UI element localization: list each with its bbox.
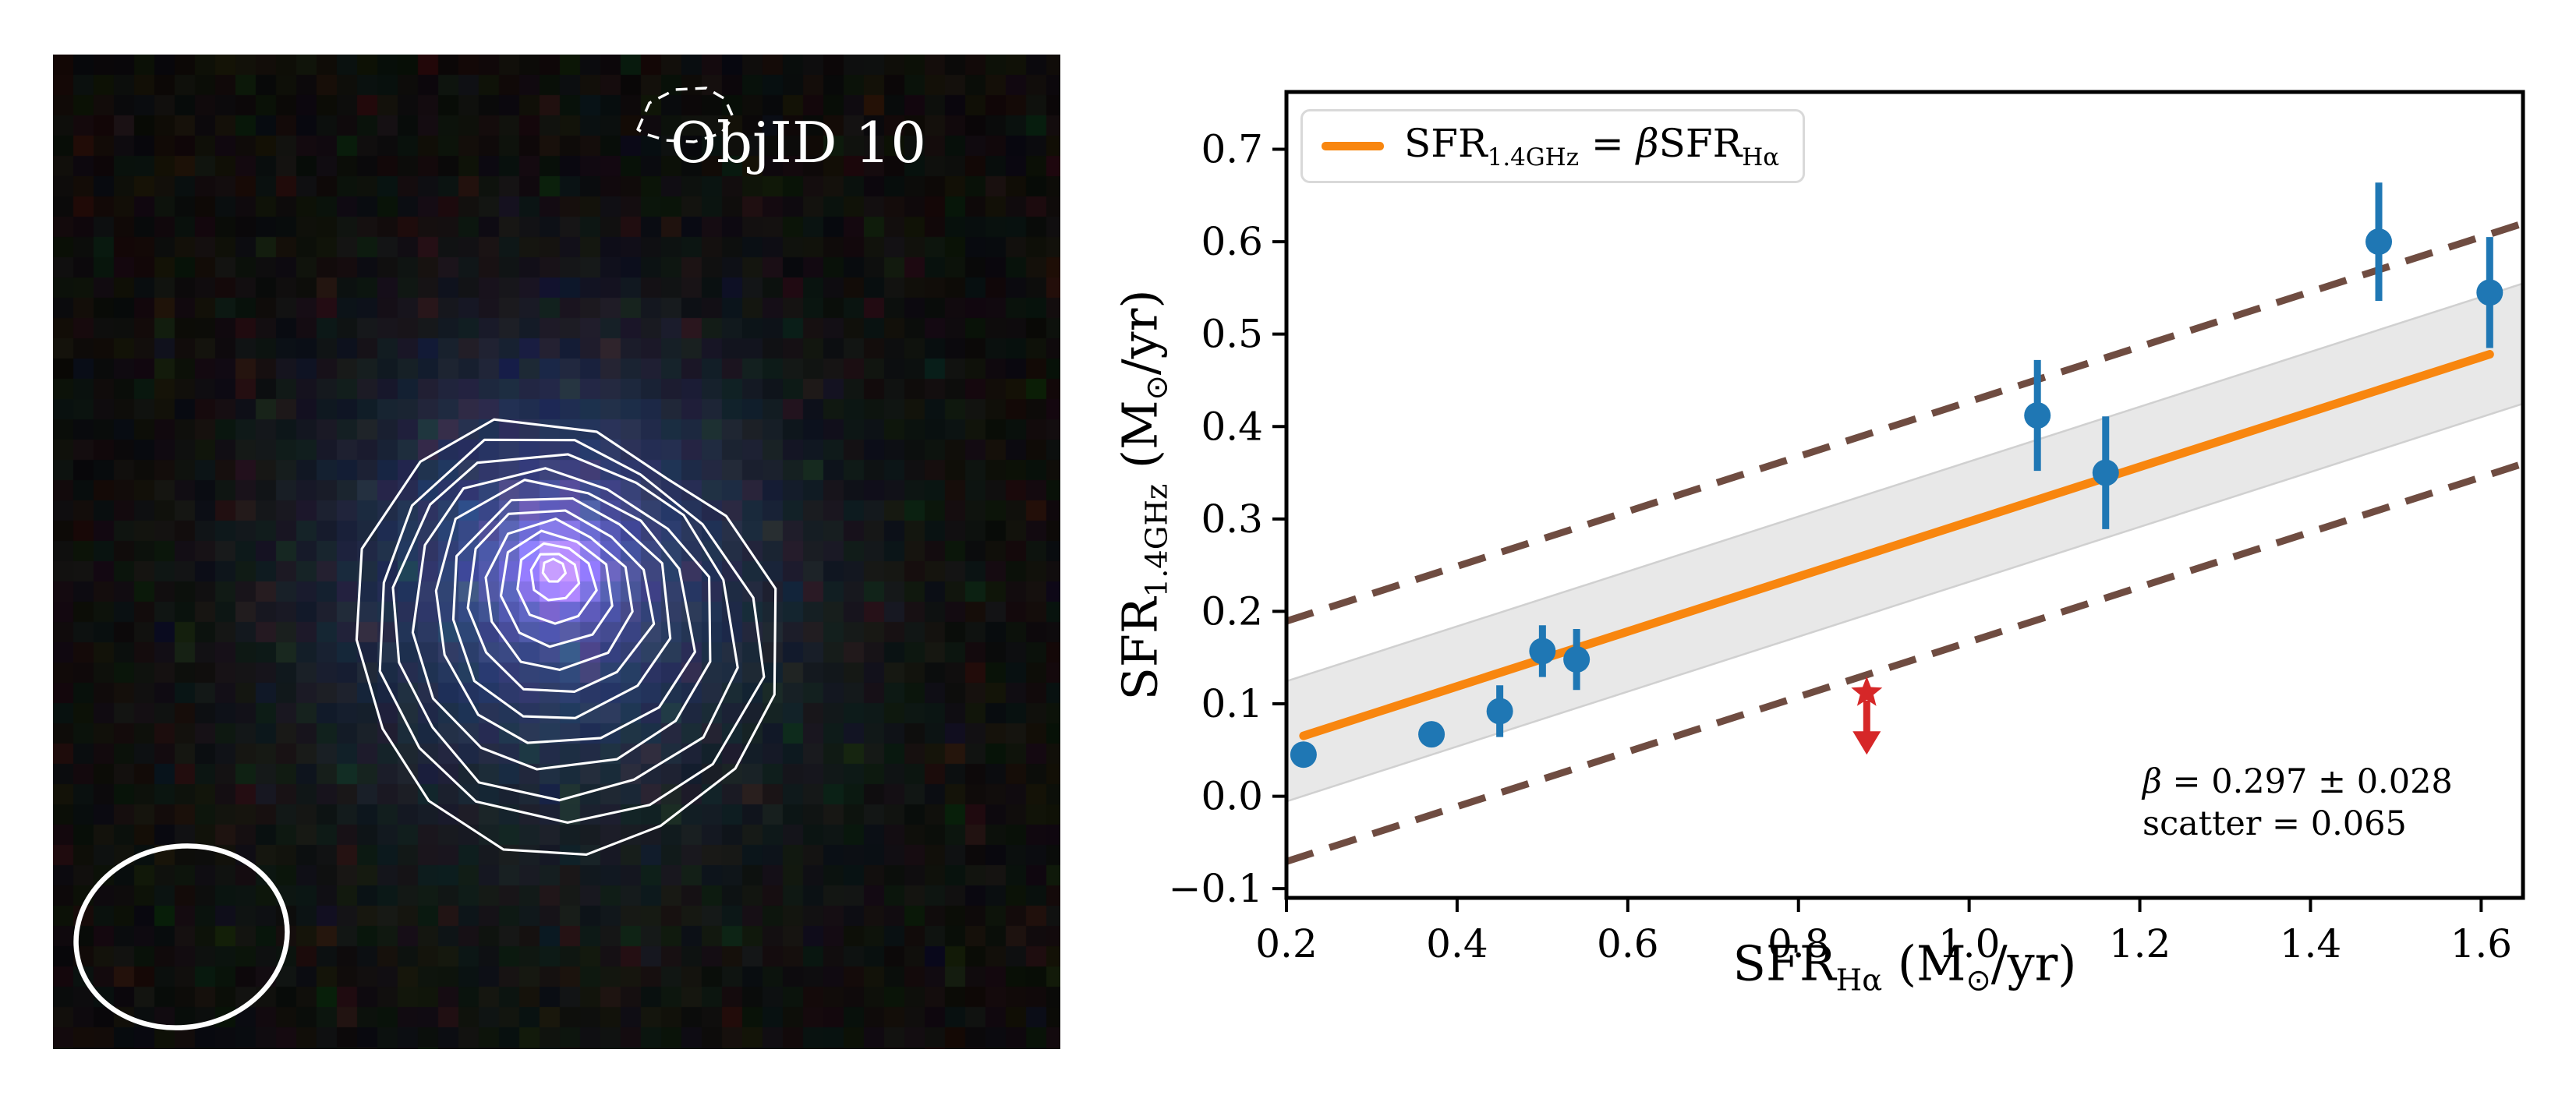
radio-contour-level — [451, 497, 672, 719]
y-tick-label: 0.3 — [1201, 496, 1263, 542]
radio-contour-level — [499, 529, 614, 648]
data-point — [2092, 459, 2119, 486]
scatter-band-upper-edge — [1286, 282, 2523, 683]
data-point — [2024, 402, 2051, 429]
chart-svg: 0.2 0.4 0.6 0.8 1.0 1.2 1.4 1.6 −0.1 0.0 0.1 0.2 0.3… — [1169, 90, 2525, 966]
outlier-bound-lower — [1286, 460, 2523, 865]
x-tick-label: 0.6 — [1597, 921, 1659, 966]
radio-contour-level — [516, 542, 598, 625]
scatter-annotation-line: scatter = 0.065 — [2143, 804, 2407, 844]
y-tick-label: 0.4 — [1201, 404, 1263, 449]
radio-contour-level — [434, 479, 696, 744]
radio-contour-level — [541, 557, 567, 583]
outlier-bound-upper — [1286, 220, 2523, 625]
data-point — [1290, 741, 1317, 768]
radio-contour-level — [355, 418, 777, 856]
x-tick-label: 1.0 — [1938, 921, 2001, 966]
galaxy-image-panel: ObjID 10 — [53, 55, 1060, 1049]
fit-annotation: β = 0.297 ± 0.028 scatter = 0.065 — [2143, 761, 2453, 845]
beam-ellipse-icon — [73, 843, 290, 1030]
radio-contour-level — [484, 518, 634, 671]
legend-label: SFR1.4GHz = βSFRHα — [1404, 121, 1780, 171]
object-id-label: ObjID 10 — [670, 110, 927, 175]
contour-overlay — [73, 87, 777, 1030]
y-tick-label: 0.2 — [1201, 588, 1263, 634]
radio-contour-level — [466, 509, 656, 693]
data-point — [1529, 638, 1556, 665]
y-tick-label: 0.7 — [1201, 127, 1263, 172]
y-tick-label: −0.1 — [1169, 866, 1263, 911]
y-tick-label: 0.0 — [1201, 774, 1263, 819]
fit-line — [1299, 350, 2494, 740]
upper-limit-arrowhead — [1852, 731, 1881, 755]
radio-contour-level — [529, 553, 581, 602]
data-point — [1418, 721, 1445, 748]
radio-contour-level — [378, 438, 766, 824]
galaxy-image-canvas — [53, 55, 1060, 1049]
sfr-chart: 0.2 0.4 0.6 0.8 1.0 1.2 1.4 1.6 −0.1 0.0 0.1 0.2 0.3… — [1076, 0, 2576, 1113]
data-point — [2365, 228, 2393, 256]
scatter-band-lower-edge — [1286, 402, 2523, 803]
data-point — [2476, 279, 2503, 306]
legend-line-sample — [1322, 142, 1384, 150]
negative-contour-dashed — [636, 87, 734, 143]
radio-contour-level — [391, 453, 739, 802]
upper-limit-star-icon — [1851, 676, 1883, 706]
x-axis-label: SFRHα (M⊙/yr) — [1732, 935, 2077, 998]
x-tick-label: 0.2 — [1255, 921, 1318, 966]
data-point — [1563, 646, 1591, 673]
x-tick-label: 1.6 — [2450, 921, 2513, 966]
y-tick-label: 0.6 — [1201, 219, 1263, 264]
beta-annotation-line: β = 0.297 ± 0.028 — [2143, 762, 2453, 801]
y-axis-label: SFR1.4GHz (M⊙/yr) — [1111, 289, 1175, 701]
legend: SFR1.4GHz = βSFRHα — [1300, 109, 1806, 183]
x-tick-label: 0.8 — [1767, 921, 1830, 966]
x-tick-label: 0.4 — [1426, 921, 1488, 966]
y-tick-label: 0.1 — [1201, 681, 1263, 726]
x-tick-label: 1.4 — [2280, 921, 2342, 966]
data-point — [1486, 698, 1513, 725]
y-tick-label: 0.5 — [1201, 312, 1263, 357]
plot-spines — [1284, 90, 2525, 900]
x-tick-label: 1.2 — [2109, 921, 2171, 966]
radio-contour-level — [411, 467, 712, 771]
